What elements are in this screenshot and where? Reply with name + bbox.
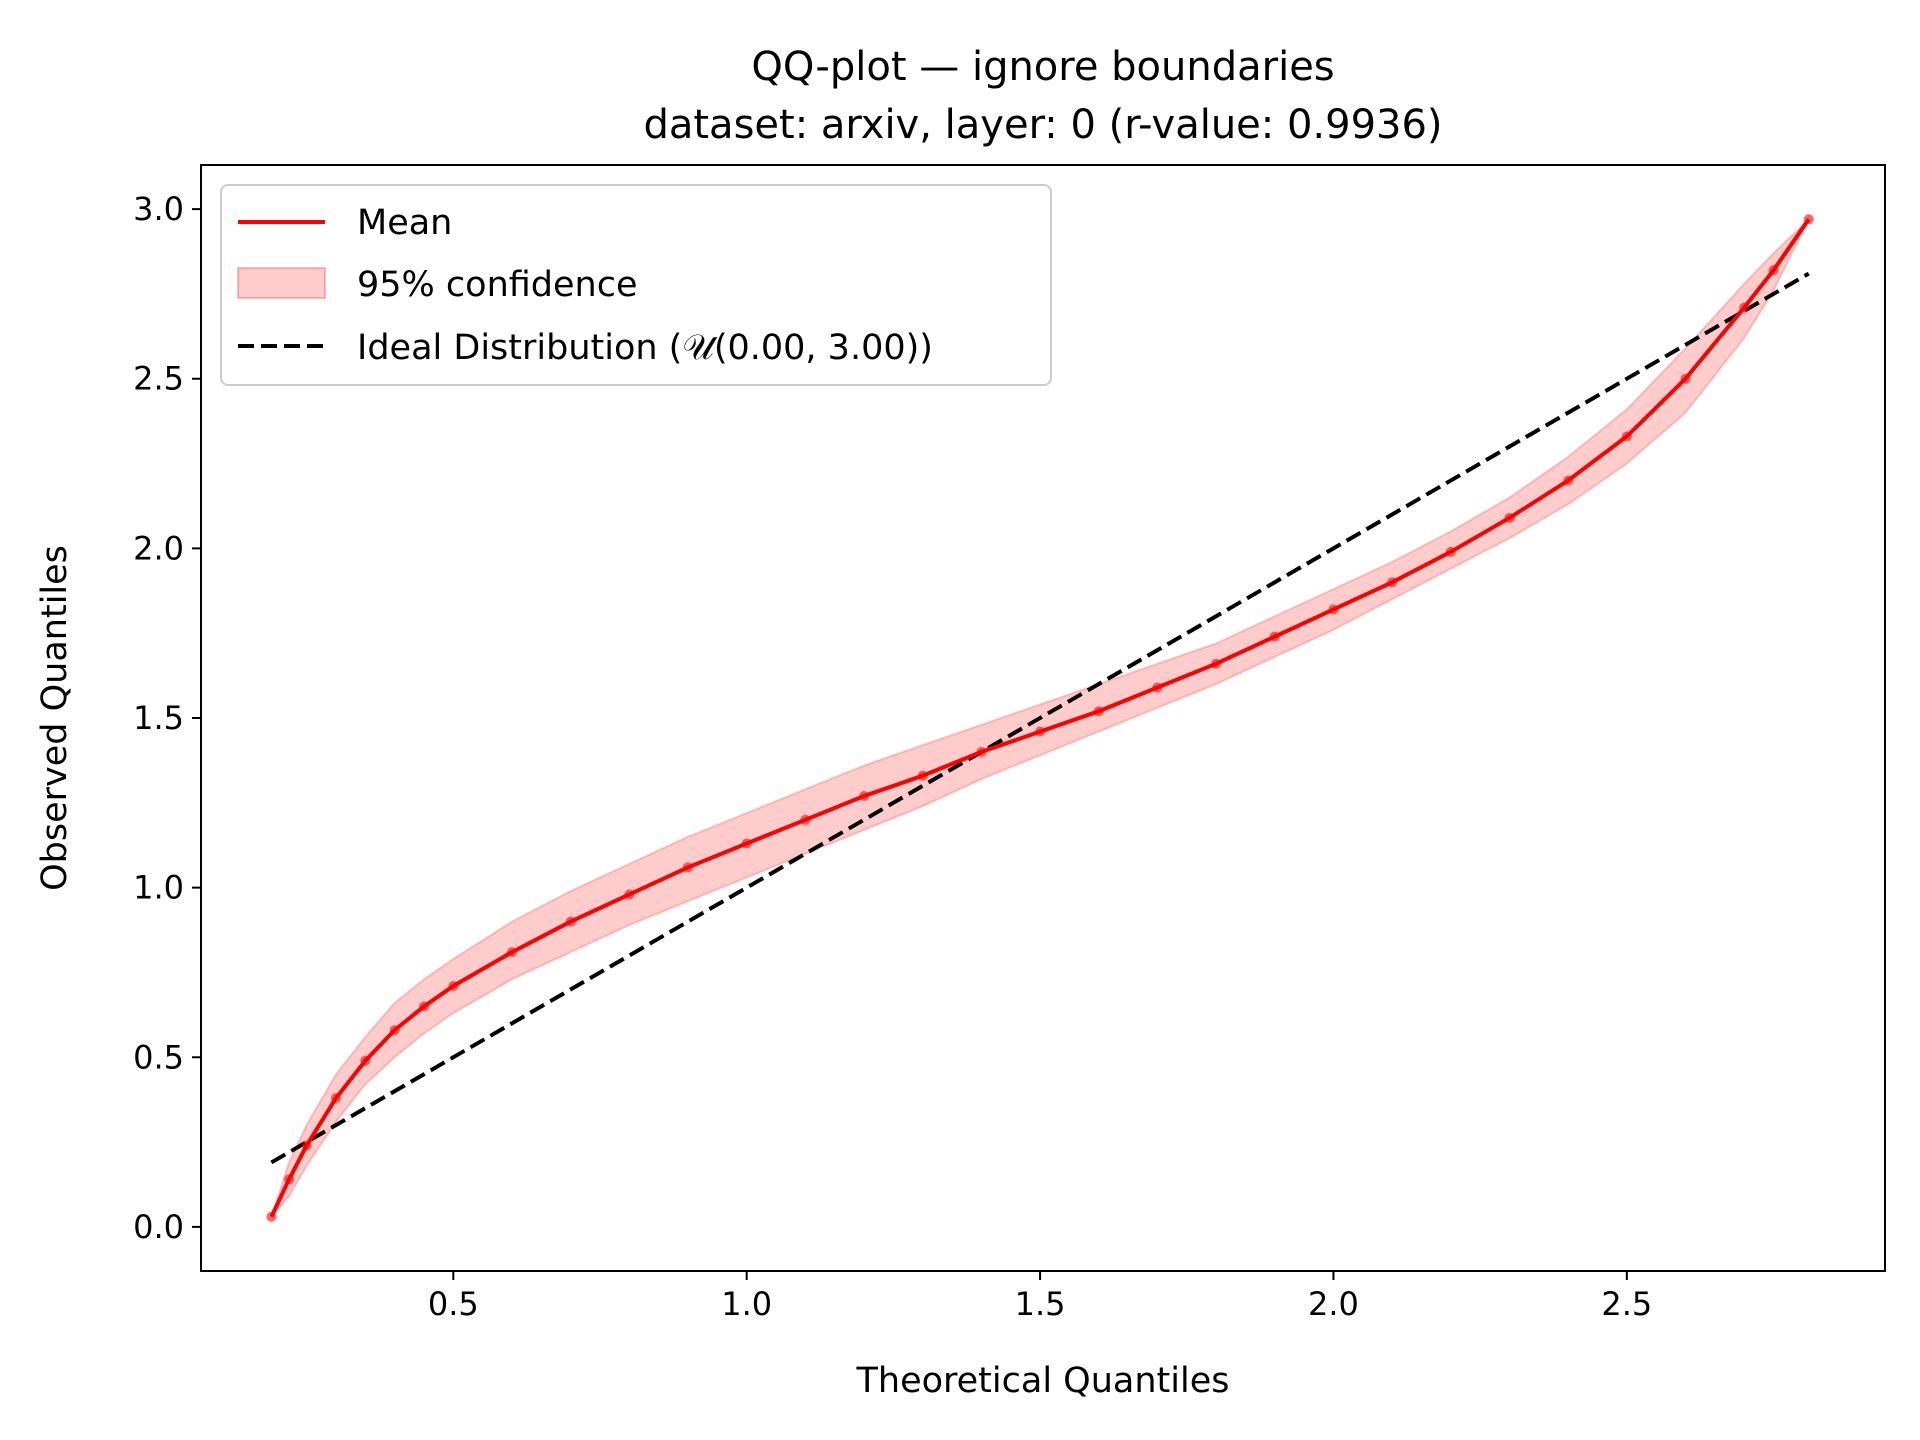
mean-point bbox=[859, 791, 870, 802]
mean-point bbox=[389, 1025, 400, 1036]
mean-point bbox=[301, 1140, 312, 1151]
x-tick-label: 2.0 bbox=[1308, 1285, 1359, 1323]
mean-point bbox=[1445, 546, 1456, 557]
legend-confidence-swatch bbox=[237, 267, 326, 299]
mean-point bbox=[683, 862, 694, 873]
mean-point bbox=[1387, 577, 1398, 588]
legend-ideal-label: Ideal Distribution (𝒰(0.00, 3.00)) bbox=[357, 328, 933, 368]
legend-frame bbox=[220, 184, 1052, 386]
mean-point bbox=[741, 838, 752, 849]
x-axis-ticks: 0.5 1.0 1.5 2.0 2.5 bbox=[428, 1271, 1652, 1323]
mean-point bbox=[1803, 214, 1814, 225]
y-axis-ticks: 0.0 0.5 1.0 1.5 2.0 2.5 3.0 bbox=[133, 190, 201, 1246]
mean-point bbox=[1093, 706, 1104, 717]
mean-point bbox=[1035, 726, 1046, 737]
mean-point bbox=[1211, 658, 1222, 669]
mean-line bbox=[269, 218, 1811, 1218]
chart-title: QQ-plot — ignore boundaries bbox=[751, 44, 1334, 90]
plot-area bbox=[266, 214, 1814, 1222]
mean-point bbox=[917, 770, 928, 781]
mean-point bbox=[1768, 265, 1779, 276]
y-tick-label: 2.0 bbox=[133, 529, 184, 567]
y-tick-label: 0.5 bbox=[133, 1038, 184, 1076]
mean-point bbox=[1504, 512, 1515, 523]
y-tick-label: 1.5 bbox=[133, 699, 184, 737]
mean-point bbox=[565, 916, 576, 927]
legend-mean-label: Mean bbox=[357, 203, 452, 243]
mean-point bbox=[330, 1092, 341, 1103]
mean-point bbox=[360, 1055, 371, 1066]
mean-point bbox=[266, 1211, 277, 1222]
x-axis-label: Theoretical Quantiles bbox=[856, 1361, 1230, 1401]
legend-confidence-label: 95% confidence bbox=[357, 265, 638, 305]
mean-point bbox=[418, 1001, 429, 1012]
mean-point bbox=[976, 746, 987, 757]
y-tick-label: 0.0 bbox=[133, 1208, 184, 1246]
y-tick-label: 2.5 bbox=[133, 360, 184, 398]
y-axis-label: Observed Quantiles bbox=[35, 545, 75, 891]
mean-point bbox=[284, 1174, 295, 1185]
mean-point bbox=[1739, 302, 1750, 313]
mean-point bbox=[1680, 373, 1691, 384]
plot-frame bbox=[200, 164, 1886, 1272]
mean-point bbox=[1563, 475, 1574, 486]
mean-point bbox=[448, 981, 459, 992]
mean-point bbox=[1152, 682, 1163, 693]
mean-point bbox=[624, 889, 635, 900]
y-tick-label: 1.0 bbox=[133, 869, 184, 907]
mean-point bbox=[506, 947, 517, 958]
legend: Mean 95% confidence Ideal Distribution (… bbox=[220, 184, 1052, 386]
x-tick-label: 1.5 bbox=[1015, 1285, 1066, 1323]
ideal-distribution-line bbox=[270, 271, 1810, 1165]
y-tick-label: 3.0 bbox=[133, 190, 184, 228]
chart-subtitle: dataset: arxiv, layer: 0 (r-value: 0.993… bbox=[643, 102, 1442, 148]
mean-point bbox=[1328, 604, 1339, 615]
x-tick-label: 2.5 bbox=[1601, 1285, 1652, 1323]
mean-point bbox=[800, 814, 811, 825]
x-tick-label: 1.0 bbox=[721, 1285, 772, 1323]
mean-point bbox=[1621, 431, 1632, 442]
x-tick-label: 0.5 bbox=[428, 1285, 479, 1323]
mean-point bbox=[1269, 631, 1280, 642]
